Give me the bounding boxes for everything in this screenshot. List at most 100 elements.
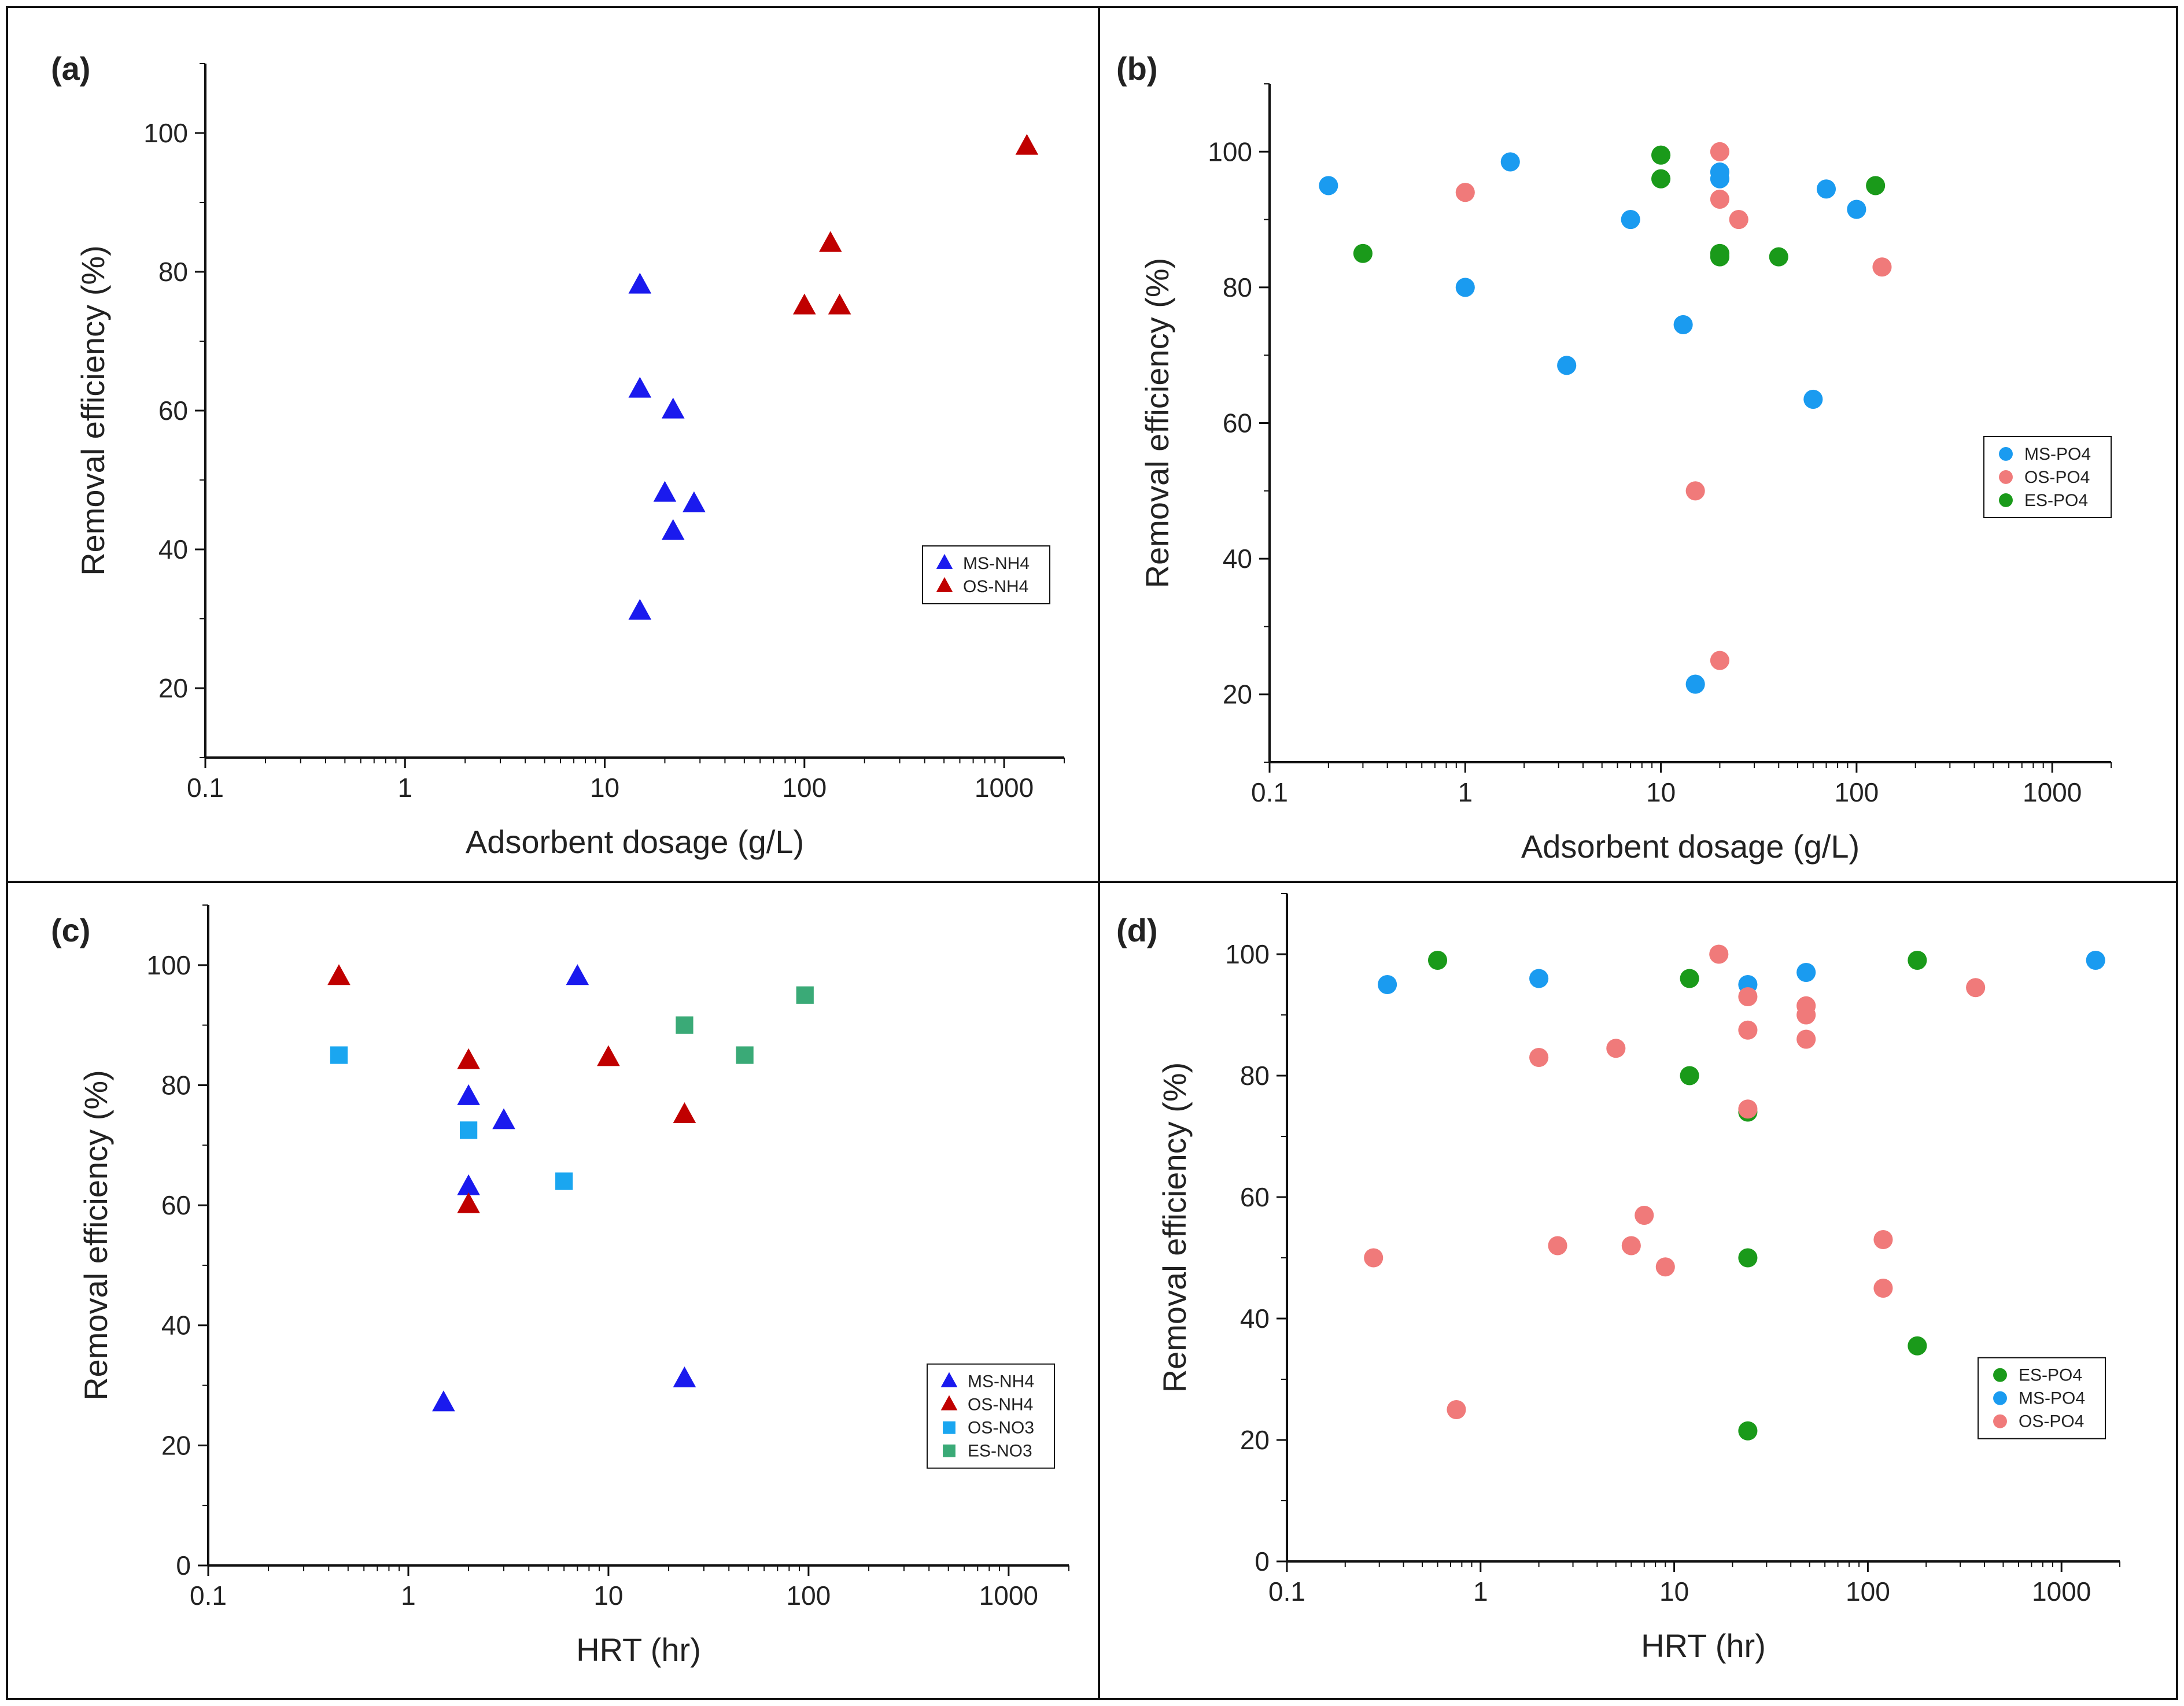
- data-point: [1738, 1020, 1758, 1040]
- data-point: [555, 1172, 573, 1190]
- x-tick-label: 0.1: [187, 773, 224, 803]
- data-point: [1872, 257, 1892, 277]
- legend-entry: OS-PO4: [2019, 1412, 2084, 1431]
- data-point: [1796, 962, 1816, 983]
- data-point: [661, 397, 685, 419]
- data-point: [682, 491, 706, 512]
- y-tick-label: 100: [1208, 136, 1252, 167]
- data-point: [1673, 315, 1693, 334]
- legend-marker: [943, 1421, 956, 1434]
- data-point: [1529, 1047, 1549, 1068]
- data-point: [1455, 183, 1475, 202]
- y-axis-title: Removal efficiency (%): [75, 245, 111, 576]
- series-os-po4: [1455, 142, 1892, 670]
- legend-marker: [1999, 470, 2013, 484]
- data-point: [1709, 944, 1729, 964]
- data-point: [828, 293, 851, 315]
- panel-label: (d): [1116, 912, 1158, 948]
- y-tick-label: 80: [158, 257, 188, 287]
- y-tick-label: 100: [1225, 939, 1270, 969]
- series-es-no3: [676, 986, 814, 1064]
- outer-frame: [6, 6, 2178, 1700]
- legend-marker: [940, 1395, 958, 1410]
- y-tick-label: 20: [158, 673, 188, 703]
- y-tick-label: 60: [1223, 408, 1252, 438]
- legend: MS-NH4 OS-NH4: [922, 545, 1050, 604]
- y-axis-title: Removal efficiency (%): [1139, 258, 1175, 589]
- data-point: [1769, 247, 1788, 267]
- data-point: [1635, 1205, 1654, 1225]
- data-point: [1557, 356, 1577, 375]
- data-point: [1738, 1099, 1758, 1119]
- data-point: [1621, 1236, 1641, 1256]
- data-point: [459, 1121, 478, 1139]
- data-point: [1908, 1336, 1927, 1356]
- legend-marker: [1993, 1368, 2007, 1382]
- y-tick-label: 0: [1255, 1546, 1270, 1576]
- data-point: [1500, 152, 1520, 172]
- data-point: [327, 964, 351, 985]
- data-point: [1651, 145, 1671, 165]
- data-point: [1796, 1029, 1816, 1049]
- data-point: [432, 1390, 455, 1412]
- x-tick-label: 100: [782, 773, 827, 803]
- legend-entry: MS-PO4: [2019, 1389, 2085, 1408]
- legend-marker: [936, 553, 953, 569]
- legend-entry: OS-NH4: [968, 1395, 1033, 1415]
- legend: ES-PO4 MS-PO4 OS-PO4: [1978, 1357, 2106, 1439]
- y-tick-label: 40: [158, 534, 188, 564]
- data-point: [1621, 210, 1640, 230]
- y-tick-label: 100: [146, 950, 191, 980]
- data-point: [1447, 1399, 1466, 1420]
- x-tick-label: 1: [1473, 1576, 1488, 1607]
- y-tick-label: 20: [161, 1430, 191, 1460]
- y-tick-label: 20: [1240, 1425, 1270, 1455]
- data-point: [1455, 278, 1475, 297]
- data-point: [1729, 210, 1748, 230]
- data-point: [1655, 1257, 1675, 1277]
- y-tick-label: 60: [1240, 1182, 1270, 1212]
- data-point: [1847, 200, 1866, 219]
- x-tick-label: 0.1: [1268, 1576, 1305, 1607]
- legend-entry: ES-NO3: [968, 1442, 1032, 1461]
- x-tick-label: 100: [787, 1581, 831, 1611]
- data-point: [1803, 389, 1823, 409]
- x-tick-label: 1000: [979, 1581, 1038, 1611]
- data-point: [1710, 169, 1729, 189]
- y-tick-label: 20: [1223, 680, 1252, 710]
- legend-entry: MS-NH4: [968, 1372, 1034, 1391]
- legend-marker: [936, 577, 953, 592]
- series-os-po4: [1364, 944, 1986, 1420]
- data-point: [1353, 243, 1373, 263]
- x-axis-title: Adsorbent dosage (g/L): [1521, 828, 1860, 865]
- data-point: [676, 1016, 693, 1034]
- series-os-nh4: [327, 964, 696, 1213]
- x-tick-label: 10: [1646, 777, 1676, 807]
- legend-entry: OS-NH4: [963, 577, 1028, 596]
- y-tick-label: 40: [1223, 544, 1252, 574]
- panel-label: (b): [1116, 50, 1158, 87]
- legend: MS-NH4 OS-NH4 OS-NO3 ES-NO3: [927, 1363, 1055, 1469]
- x-tick-label: 1: [397, 773, 412, 803]
- data-point: [457, 1084, 480, 1105]
- series-os-nh4: [792, 134, 1039, 315]
- chart-panel-b: (b) 0.1 1 10 100 1000 20 40 60 80 100 Adsorbent dos…: [1116, 50, 2112, 865]
- data-point: [1364, 1248, 1384, 1268]
- data-point: [1685, 674, 1705, 694]
- legend-entry: ES-PO4: [2024, 491, 2088, 510]
- data-point: [1015, 134, 1039, 155]
- legend-entry: OS-NO3: [968, 1419, 1034, 1438]
- y-tick-label: 60: [161, 1190, 191, 1220]
- x-axis-title: Adsorbent dosage (g/L): [466, 824, 804, 860]
- legend-marker: [1999, 493, 2013, 507]
- data-point: [673, 1102, 696, 1124]
- data-point: [628, 272, 652, 294]
- x-tick-label: 10: [593, 1581, 623, 1611]
- data-point: [628, 376, 652, 398]
- legend-marker: [1999, 447, 2013, 461]
- chart-panel-c: (c) 0.1 1 10 100 1000 0 20 40 60 80 100 HRT (hr) Remo…: [51, 904, 1069, 1668]
- data-point: [1908, 950, 1927, 970]
- data-point: [1710, 651, 1729, 670]
